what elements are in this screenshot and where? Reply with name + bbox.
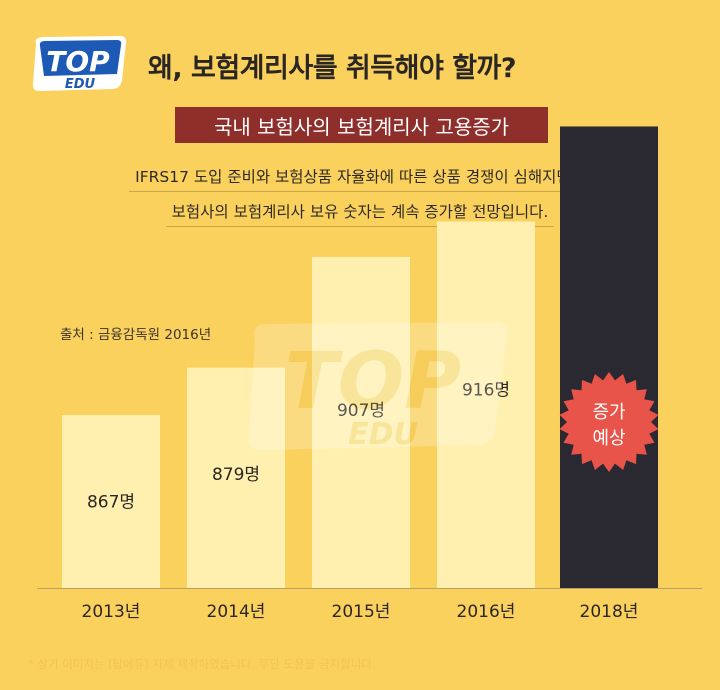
topedu-logo: TOP EDU: [32, 36, 127, 92]
bar: [62, 415, 160, 588]
x-tick-label: 2015년: [332, 602, 391, 622]
bar-value-label: 916명: [462, 380, 510, 400]
footnote: * 상기 이미지는 [탑에듀] 자체 제작하였습니다. 무단 도용을 금지합니다…: [28, 657, 376, 671]
forecast-label: 예상: [592, 428, 625, 449]
svg-text:EDU: EDU: [348, 417, 418, 452]
bar-value-label: 879명: [212, 465, 260, 485]
description-line-1: IFRS17 도입 준비와 보험상품 자율화에 따른 상품 경쟁이 심해지면서: [129, 165, 591, 192]
watermark-logo: TOP EDU: [248, 322, 508, 452]
bar: [437, 221, 535, 588]
x-axis-line: [37, 588, 702, 589]
x-tick-label: 2014년: [207, 602, 266, 622]
bar: [187, 367, 285, 588]
bar: [312, 257, 410, 588]
source-note: 출처 : 금융감독원 2016년: [60, 327, 212, 343]
forecast-label: 증가: [592, 402, 625, 423]
forecast-bar: [560, 126, 658, 588]
svg-text:TOP: TOP: [46, 45, 110, 78]
page-title: 왜, 보험계리사를 취득해야 할까?: [148, 53, 517, 84]
forecast-starburst: [559, 372, 659, 472]
x-tick-label: 2018년: [580, 602, 639, 622]
bar-value-label: 867명: [87, 493, 135, 513]
chart-banner: 국내 보험사의 보험계리사 고용증가: [175, 107, 548, 143]
x-tick-label: 2013년: [82, 602, 141, 622]
svg-text:TOP: TOP: [285, 337, 462, 427]
description-line-2: 보험사의 보험계리사 보유 숫자는 계속 증가할 전망입니다.: [165, 200, 555, 227]
svg-text:EDU: EDU: [65, 77, 96, 92]
bar-value-label: 907명: [337, 401, 385, 421]
x-tick-label: 2016년: [457, 602, 516, 622]
